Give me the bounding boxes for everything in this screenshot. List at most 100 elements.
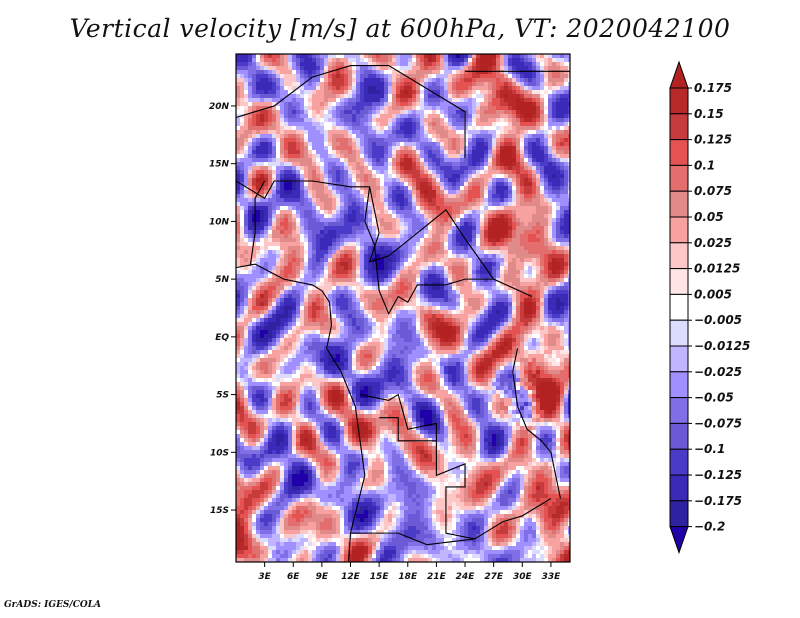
field-cell bbox=[488, 150, 492, 154]
field-cell bbox=[560, 138, 564, 142]
field-cell bbox=[544, 54, 548, 58]
field-cell bbox=[492, 186, 496, 190]
field-cell bbox=[412, 258, 416, 262]
field-cell bbox=[304, 130, 308, 134]
field-cell bbox=[564, 70, 568, 74]
field-cell bbox=[392, 186, 396, 190]
field-cell bbox=[244, 218, 248, 222]
field-cell bbox=[276, 282, 280, 286]
field-cell bbox=[416, 258, 420, 262]
field-cell bbox=[340, 146, 344, 150]
field-cell bbox=[556, 106, 560, 110]
field-cell bbox=[300, 122, 304, 126]
field-cell bbox=[544, 74, 548, 78]
field-cell bbox=[484, 170, 488, 174]
field-cell bbox=[240, 174, 244, 178]
field-cell bbox=[344, 62, 348, 66]
field-cell bbox=[484, 250, 488, 254]
field-cell bbox=[264, 242, 268, 246]
field-cell bbox=[496, 114, 500, 118]
field-cell bbox=[424, 170, 428, 174]
field-cell bbox=[548, 282, 552, 286]
field-cell bbox=[548, 238, 552, 242]
field-cell bbox=[428, 154, 432, 158]
field-cell bbox=[368, 74, 372, 78]
field-cell bbox=[508, 130, 512, 134]
field-cell bbox=[464, 126, 468, 130]
field-cell bbox=[288, 70, 292, 74]
field-cell bbox=[564, 102, 568, 106]
field-cell bbox=[440, 214, 444, 218]
field-cell bbox=[236, 170, 240, 174]
field-cell bbox=[264, 202, 268, 206]
field-cell bbox=[296, 222, 300, 226]
field-cell bbox=[300, 58, 304, 62]
field-cell bbox=[260, 162, 264, 166]
field-cell bbox=[288, 274, 292, 278]
field-cell bbox=[252, 146, 256, 150]
field-cell bbox=[416, 122, 420, 126]
field-cell bbox=[336, 66, 340, 70]
field-cell bbox=[300, 54, 304, 58]
field-cell bbox=[316, 138, 320, 142]
field-cell bbox=[340, 198, 344, 202]
field-cell bbox=[444, 214, 448, 218]
field-cell bbox=[480, 142, 484, 146]
field-cell bbox=[516, 186, 520, 190]
field-cell bbox=[440, 122, 444, 126]
field-cell bbox=[332, 186, 336, 190]
field-cell bbox=[372, 70, 376, 74]
field-cell bbox=[496, 134, 500, 138]
field-cell bbox=[416, 182, 420, 186]
field-cell bbox=[456, 266, 460, 270]
field-cell bbox=[532, 178, 536, 182]
field-cell bbox=[284, 166, 288, 170]
field-cell bbox=[504, 86, 508, 90]
field-cell bbox=[492, 222, 496, 226]
field-cell bbox=[412, 226, 416, 230]
field-cell bbox=[252, 206, 256, 210]
field-cell bbox=[560, 126, 564, 130]
field-cell bbox=[244, 74, 248, 78]
field-cell bbox=[448, 70, 452, 74]
field-cell bbox=[528, 150, 532, 154]
field-cell bbox=[276, 162, 280, 166]
field-cell bbox=[424, 190, 428, 194]
field-cell bbox=[252, 134, 256, 138]
field-cell bbox=[316, 98, 320, 102]
field-cell bbox=[300, 194, 304, 198]
field-cell bbox=[272, 158, 276, 162]
field-cell bbox=[420, 262, 424, 266]
field-cell bbox=[312, 166, 316, 170]
field-cell bbox=[504, 262, 508, 266]
field-cell bbox=[328, 90, 332, 94]
field-cell bbox=[260, 110, 264, 114]
field-cell bbox=[420, 146, 424, 150]
field-cell bbox=[320, 62, 324, 66]
field-cell bbox=[300, 82, 304, 86]
field-cell bbox=[480, 146, 484, 150]
field-cell bbox=[412, 222, 416, 226]
field-cell bbox=[288, 62, 292, 66]
field-cell bbox=[276, 74, 280, 78]
field-cell bbox=[396, 218, 400, 222]
field-cell bbox=[532, 106, 536, 110]
field-cell bbox=[384, 230, 388, 234]
field-cell bbox=[244, 254, 248, 258]
field-cell bbox=[556, 86, 560, 90]
field-cell bbox=[392, 170, 396, 174]
field-cell bbox=[280, 110, 284, 114]
field-cell bbox=[536, 110, 540, 114]
field-cell bbox=[364, 146, 368, 150]
field-cell bbox=[548, 130, 552, 134]
field-cell bbox=[460, 78, 464, 82]
field-cell bbox=[428, 238, 432, 242]
field-cell bbox=[464, 226, 468, 230]
field-cell bbox=[244, 170, 248, 174]
field-cell bbox=[296, 262, 300, 266]
field-cell bbox=[500, 178, 504, 182]
field-cell bbox=[388, 282, 392, 286]
field-cell bbox=[404, 286, 408, 290]
field-cell bbox=[268, 198, 272, 202]
field-cell bbox=[512, 202, 516, 206]
